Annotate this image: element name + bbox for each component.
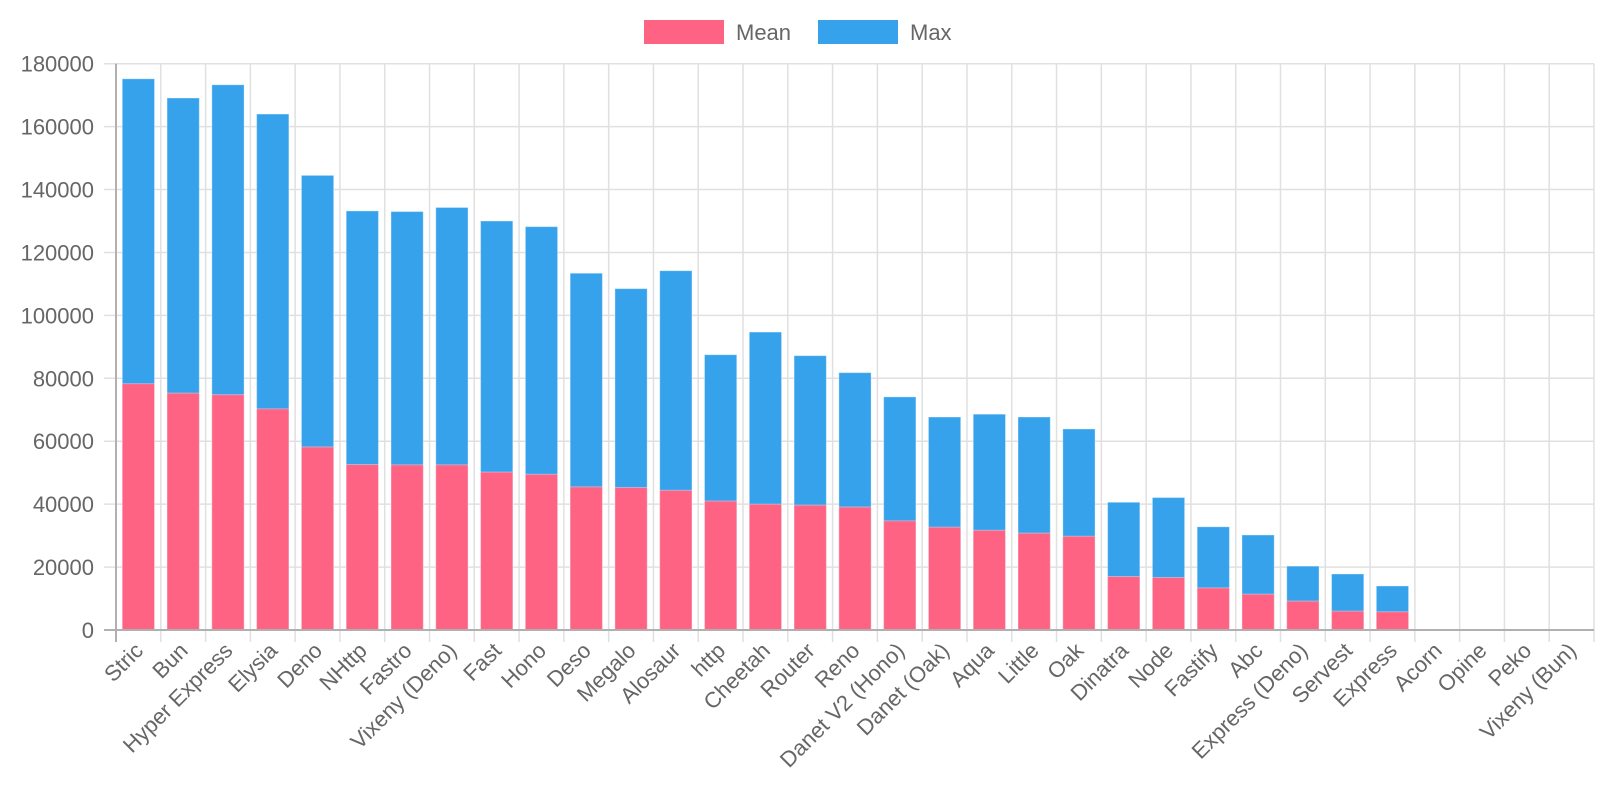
- bar-mean-cheetah[interactable]: [748, 503, 783, 631]
- legend-swatch-max: [818, 20, 898, 44]
- y-tick-label: 160000: [21, 115, 94, 140]
- bar-mean-danet-v2-hono[interactable]: [883, 520, 917, 631]
- bar-mean-fast[interactable]: [480, 471, 514, 631]
- bar-mean-express[interactable]: [1375, 611, 1410, 631]
- bar-mean-dinatra[interactable]: [1107, 576, 1141, 631]
- y-tick-label: 80000: [33, 366, 94, 391]
- bar-mean-hyper-express[interactable]: [211, 394, 245, 631]
- bar-mean-http[interactable]: [704, 500, 738, 631]
- y-axis-tick-labels: 0 20000 40000 60000 80000 100000 120000 140000 1…: [21, 52, 94, 643]
- bar-mean-vixeny-deno[interactable]: [435, 464, 469, 631]
- x-tick-label: Acorn: [1388, 638, 1446, 696]
- axes: [104, 63, 1594, 642]
- bar-mean-servest[interactable]: [1331, 610, 1365, 631]
- x-tick-label: Opine: [1432, 638, 1491, 697]
- bar-mean-node[interactable]: [1151, 576, 1186, 631]
- series-mean-bars: [121, 383, 1410, 631]
- x-tick-label: Aqua: [945, 637, 1000, 692]
- bar-mean-nhttp[interactable]: [345, 464, 379, 631]
- y-tick-label: 120000: [21, 240, 94, 265]
- bar-mean-fastify[interactable]: [1196, 587, 1230, 631]
- y-tick-label: 100000: [21, 303, 94, 328]
- bar-mean-deno[interactable]: [300, 446, 335, 631]
- legend-label-mean: Mean: [736, 20, 791, 45]
- bar-mean-little[interactable]: [1017, 532, 1051, 631]
- x-tick-label: Deno: [272, 638, 327, 693]
- y-tick-label: 60000: [33, 429, 94, 454]
- y-tick-label: 20000: [33, 555, 94, 580]
- bar-mean-oak[interactable]: [1062, 535, 1096, 631]
- x-tick-label: Stric: [99, 638, 148, 687]
- bar-mean-abc[interactable]: [1241, 593, 1275, 631]
- y-tick-label: 40000: [33, 492, 94, 517]
- legend-swatch-mean: [644, 20, 724, 44]
- bar-mean-aqua[interactable]: [972, 529, 1006, 631]
- y-tick-label: 140000: [21, 178, 94, 203]
- x-tick-label: Hono: [496, 638, 551, 693]
- legend: Mean Max: [644, 20, 952, 45]
- bar-mean-megalo[interactable]: [614, 486, 648, 631]
- bar-mean-danet-oak[interactable]: [927, 526, 962, 631]
- bar-mean-router[interactable]: [793, 504, 827, 631]
- x-tick-label: Elysia: [223, 637, 283, 697]
- bar-mean-reno[interactable]: [838, 506, 872, 631]
- bar-mean-alosaur[interactable]: [659, 489, 693, 631]
- bar-mean-bun[interactable]: [166, 392, 200, 631]
- bar-mean-stric[interactable]: [121, 383, 156, 631]
- y-tick-label: 180000: [21, 52, 94, 77]
- bar-mean-fastro[interactable]: [390, 464, 424, 631]
- bar-mean-hono[interactable]: [524, 473, 559, 631]
- y-tick-label: 0: [82, 618, 94, 643]
- bar-mean-deso[interactable]: [569, 486, 603, 631]
- legend-label-max: Max: [910, 20, 952, 45]
- legend-item-mean[interactable]: Mean: [644, 20, 791, 45]
- bar-mean-express-deno[interactable]: [1286, 600, 1320, 631]
- x-tick-label: Little: [993, 638, 1044, 689]
- bar-mean-elysia[interactable]: [256, 408, 290, 631]
- legend-item-max[interactable]: Max: [818, 20, 952, 45]
